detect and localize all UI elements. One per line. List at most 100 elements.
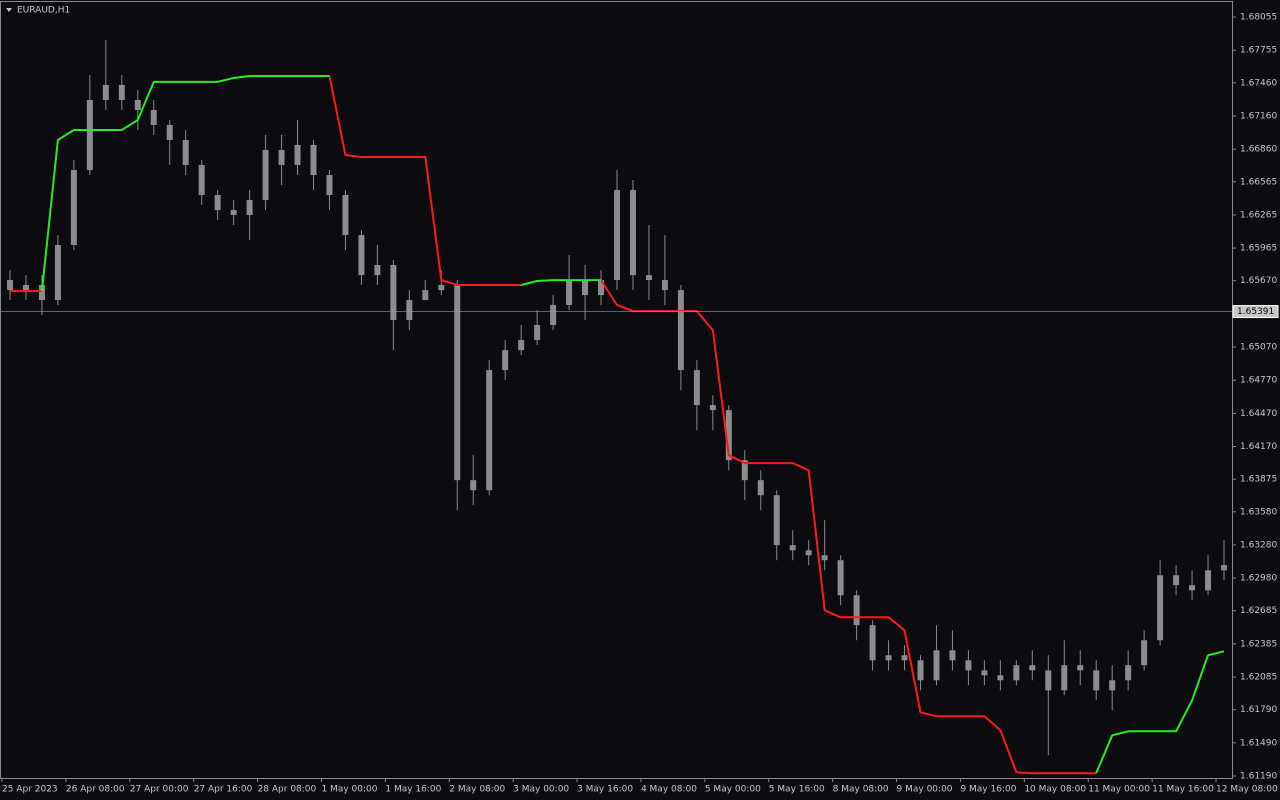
candle-body <box>741 460 748 481</box>
candle-body <box>853 595 860 626</box>
x-tick-label: 8 May 08:00 <box>833 785 889 795</box>
candle-body <box>102 84 109 100</box>
candle-body <box>1157 575 1164 641</box>
candle-body <box>1077 665 1084 671</box>
candle-body <box>1205 570 1212 591</box>
candle-body <box>230 210 237 216</box>
y-tick-label: 1.64470 <box>1240 409 1277 419</box>
candle-body <box>246 200 253 216</box>
candle-body <box>1141 640 1148 666</box>
y-tick-label: 1.63580 <box>1240 507 1277 517</box>
x-tick-label: 1 May 00:00 <box>321 785 377 795</box>
y-tick-label: 1.66265 <box>1240 210 1277 220</box>
candle-body <box>1125 665 1132 681</box>
candle-body <box>454 285 461 481</box>
x-tick-label: 12 May 08:00 <box>1216 785 1278 795</box>
candle-body <box>150 110 157 125</box>
candle-body <box>837 560 844 596</box>
candle-body <box>582 280 589 296</box>
y-tick-label: 1.66565 <box>1240 177 1277 187</box>
x-tick-label: 4 May 08:00 <box>641 785 697 795</box>
candle-body <box>438 285 445 291</box>
x-tick-label: 10 May 08:00 <box>1024 785 1086 795</box>
candle-body <box>1045 670 1052 691</box>
candle-body <box>805 550 812 556</box>
candle-body <box>629 190 636 276</box>
candle-body <box>470 480 477 491</box>
x-tick-label: 25 Apr 2023 <box>2 785 58 795</box>
candle-body <box>885 655 892 661</box>
candle-body <box>262 150 269 201</box>
plot-frame <box>0 1 1233 779</box>
y-tick-label: 1.63875 <box>1240 475 1277 485</box>
candle-body <box>198 164 205 196</box>
y-tick-label: 1.67755 <box>1240 46 1277 56</box>
y-tick-label: 1.62980 <box>1240 574 1277 584</box>
candle-body <box>534 325 541 341</box>
candle-body <box>6 280 13 291</box>
candle-body <box>981 670 988 676</box>
candle-body <box>773 495 780 546</box>
candle-body <box>54 245 61 301</box>
y-tick-label: 1.62085 <box>1240 673 1277 683</box>
candle-body <box>422 290 429 301</box>
x-tick-label: 1 May 16:00 <box>385 785 441 795</box>
candle-body <box>166 124 173 140</box>
candle-body <box>725 410 732 461</box>
candle-body <box>214 195 221 211</box>
candle-body <box>86 99 93 171</box>
candle-body <box>693 370 700 406</box>
y-tick-label: 1.66860 <box>1240 145 1277 155</box>
current-price-label: 1.65391 <box>1237 307 1274 317</box>
candle-body <box>869 625 876 661</box>
current-price-box <box>1232 305 1279 319</box>
candle-body <box>342 195 349 236</box>
candle-body <box>390 265 397 321</box>
candle-body <box>949 650 956 661</box>
y-tick-label: 1.68055 <box>1240 13 1277 23</box>
y-tick-label: 1.65965 <box>1240 244 1277 254</box>
x-tick-label: 5 May 16:00 <box>769 785 825 795</box>
candle-body <box>566 280 573 306</box>
y-tick-label: 1.62685 <box>1240 606 1277 616</box>
candle-body <box>278 150 285 165</box>
candle-body <box>614 190 620 281</box>
candle-body <box>70 170 77 246</box>
candle-body <box>965 660 972 671</box>
candle-body <box>598 280 605 296</box>
x-tick-label: 27 Apr 00:00 <box>130 785 189 795</box>
x-tick-label: 11 May 00:00 <box>1088 785 1150 795</box>
y-tick-label: 1.62385 <box>1240 639 1277 649</box>
y-tick-label: 1.61190 <box>1240 772 1277 782</box>
candle-body <box>502 350 509 371</box>
candle-body <box>645 275 652 281</box>
candle-body <box>661 280 668 291</box>
chart-title: EURAUD,H1 <box>17 6 70 16</box>
candle-body <box>518 340 525 351</box>
candle-body <box>709 405 716 411</box>
y-tick-label: 1.67160 <box>1240 111 1277 121</box>
candle-body <box>310 144 317 176</box>
candle-body <box>933 650 940 681</box>
candle-body <box>550 305 557 326</box>
x-tick-label: 28 Apr 08:00 <box>258 785 317 795</box>
candle-body <box>1189 585 1196 591</box>
x-tick-label: 27 Apr 16:00 <box>194 785 253 795</box>
x-tick-label: 11 May 16:00 <box>1152 785 1214 795</box>
candle-body <box>1173 575 1180 586</box>
candle-body <box>182 139 189 165</box>
y-tick-label: 1.61490 <box>1240 738 1277 748</box>
candle-body <box>901 655 908 661</box>
candle-body <box>677 290 684 371</box>
candle-body <box>326 175 333 196</box>
candle-body <box>358 235 365 276</box>
x-tick-label: 2 May 08:00 <box>449 785 505 795</box>
candle-body <box>134 99 141 111</box>
indicator-line <box>10 75 1097 775</box>
y-tick-label: 1.65070 <box>1240 343 1277 353</box>
menu-arrow[interactable] <box>6 8 12 12</box>
y-tick-label: 1.64770 <box>1240 376 1277 386</box>
x-tick-label: 26 Apr 08:00 <box>66 785 125 795</box>
